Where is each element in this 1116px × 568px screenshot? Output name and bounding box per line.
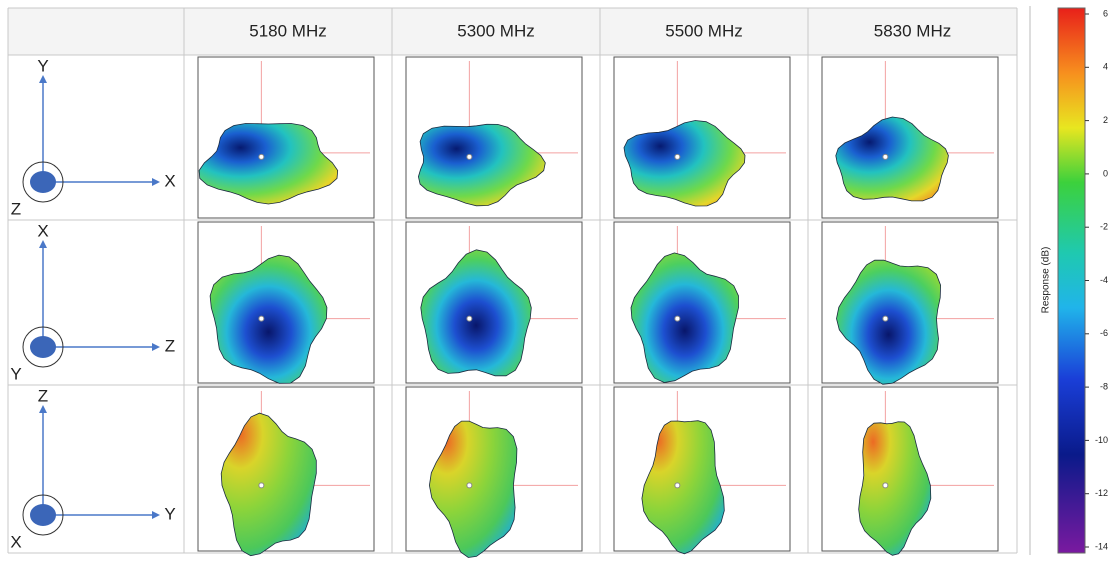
radiation-pattern — [220, 412, 317, 557]
pattern-origin — [674, 482, 681, 489]
colorbar-tick-label: -8 — [1100, 381, 1108, 391]
colorbar-tick-label: -10 — [1095, 435, 1108, 445]
axis-label-right: X — [164, 171, 175, 190]
colorbar-tick-label: -2 — [1100, 222, 1108, 232]
radiation-pattern — [428, 420, 518, 558]
radiation-pattern — [836, 259, 942, 385]
corner-cell — [8, 8, 184, 55]
axis-ring — [22, 161, 64, 203]
radiation-pattern — [420, 249, 532, 377]
pattern-origin — [258, 315, 265, 322]
radiation-pattern — [623, 120, 746, 207]
pattern-origin — [258, 482, 265, 489]
arrow-head — [152, 178, 160, 186]
header-cell — [808, 8, 1017, 55]
arrow-head — [152, 343, 160, 351]
axis-label-up: Z — [38, 386, 48, 405]
axis-label-out: Z — [11, 199, 21, 218]
axis-dot — [30, 504, 56, 526]
pattern-origin — [466, 315, 473, 322]
axis-label-out: X — [10, 532, 21, 551]
radiation-pattern — [835, 116, 949, 202]
axis-label-right: Y — [164, 504, 175, 523]
arrow-head — [152, 511, 160, 519]
radiation-pattern — [630, 252, 739, 383]
column-header: 5500 MHz — [665, 21, 742, 40]
pattern-origin — [466, 482, 473, 489]
arrow-head — [39, 75, 47, 83]
axis-label-right: Z — [165, 336, 175, 355]
pattern-origin — [466, 153, 473, 160]
header-cell — [392, 8, 600, 55]
axis-ring — [22, 494, 64, 536]
arrow-head — [39, 405, 47, 413]
radiation-pattern — [209, 254, 328, 384]
radiation-pattern — [641, 420, 725, 555]
colorbar-tick-label: 0 — [1103, 168, 1108, 178]
radiation-pattern — [417, 123, 546, 207]
pattern-origin — [882, 482, 889, 489]
axis-label-up: X — [37, 221, 48, 240]
column-header: 5830 MHz — [874, 21, 951, 40]
axis-label-up: Y — [37, 56, 48, 75]
header-cell — [184, 8, 392, 55]
colorbar-tick-label: -6 — [1100, 328, 1108, 338]
arrow-head — [39, 240, 47, 248]
colorbar-label: Response (dB) — [1041, 247, 1052, 314]
column-header: 5300 MHz — [457, 21, 534, 40]
colorbar-tick-label: 4 — [1103, 62, 1108, 72]
colorbar-tick-label: 2 — [1103, 115, 1108, 125]
axis-dot — [30, 171, 56, 193]
axis-label-out: Y — [10, 364, 21, 383]
colorbar-tick-label: -4 — [1100, 275, 1108, 285]
axis-dot — [30, 336, 56, 358]
radiation-pattern — [198, 123, 339, 205]
colorbar-tick-label: 6 — [1103, 8, 1108, 18]
column-header: 5180 MHz — [249, 21, 326, 40]
radiation-pattern — [858, 421, 932, 556]
pattern-origin — [882, 315, 889, 322]
axis-ring — [22, 326, 64, 368]
pattern-origin — [882, 153, 889, 160]
header-cell — [600, 8, 808, 55]
pattern-origin — [674, 153, 681, 160]
colorbar — [1057, 7, 1086, 554]
colorbar-tick-label: -14 — [1095, 541, 1108, 551]
pattern-origin — [258, 153, 265, 160]
colorbar-tick-label: -12 — [1095, 488, 1108, 498]
pattern-origin — [674, 315, 681, 322]
